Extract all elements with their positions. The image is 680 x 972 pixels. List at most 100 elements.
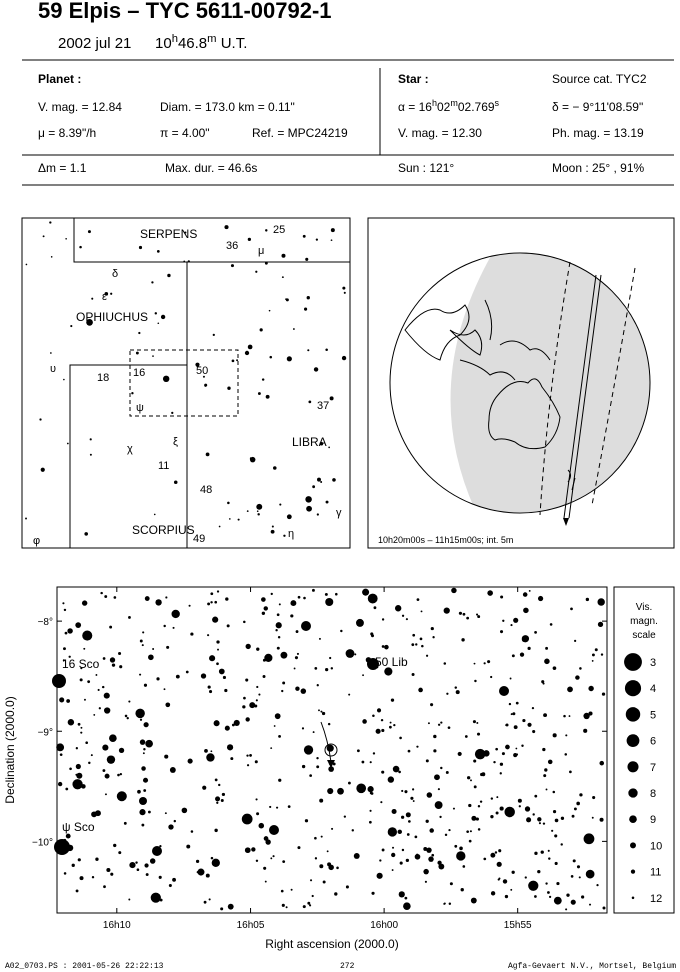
- star: [63, 378, 65, 381]
- star: [594, 648, 598, 652]
- star: [390, 698, 395, 702]
- star: [552, 666, 557, 670]
- star: [109, 734, 117, 743]
- star: [370, 632, 374, 636]
- star: [40, 467, 45, 472]
- star: [351, 829, 354, 832]
- star: [591, 653, 595, 657]
- star: [500, 630, 504, 634]
- star: [527, 646, 531, 650]
- star: [285, 298, 288, 301]
- bright-star: [54, 839, 70, 855]
- star: [110, 292, 113, 295]
- star: [226, 744, 234, 751]
- star: [208, 898, 211, 901]
- star: [264, 880, 267, 883]
- star: [468, 803, 472, 808]
- scale-dot: [628, 788, 638, 798]
- star: [135, 708, 145, 719]
- star: [426, 847, 432, 853]
- text-part: h: [432, 98, 437, 108]
- star: [104, 595, 108, 599]
- star: [242, 705, 246, 709]
- star: [183, 260, 186, 263]
- star: [270, 529, 275, 534]
- star: [281, 253, 286, 258]
- scale-label: 11: [650, 867, 661, 879]
- star: [583, 712, 590, 720]
- star: [592, 795, 596, 800]
- star: [369, 761, 372, 764]
- star: [446, 692, 449, 695]
- star: [452, 807, 455, 810]
- star: [276, 806, 279, 809]
- star: [269, 805, 272, 809]
- star: [526, 817, 532, 823]
- star: [410, 796, 414, 800]
- star: [317, 477, 321, 482]
- star: [578, 876, 581, 879]
- star: [391, 869, 394, 872]
- star: [475, 817, 479, 821]
- star: [75, 783, 81, 788]
- star: [454, 686, 458, 689]
- star: [496, 796, 499, 799]
- star: [542, 822, 546, 825]
- field-box: [129, 349, 239, 417]
- constellation-label: γ: [336, 507, 342, 519]
- star: [498, 849, 502, 853]
- star: [249, 754, 252, 757]
- star: [25, 263, 28, 266]
- star: [319, 864, 324, 869]
- star: [245, 717, 250, 722]
- star: [544, 768, 548, 772]
- star: [168, 824, 174, 830]
- star: [318, 709, 320, 712]
- y-tick-label: −9°: [38, 727, 53, 738]
- star: [602, 906, 606, 910]
- star: [554, 818, 559, 823]
- star: [394, 605, 402, 612]
- star: [166, 645, 170, 649]
- star: [171, 609, 180, 619]
- star: [303, 596, 306, 600]
- star: [490, 852, 496, 858]
- star: [563, 714, 566, 718]
- constellation-label: 36: [226, 240, 238, 252]
- star: [246, 764, 250, 767]
- star: [42, 235, 45, 238]
- star: [392, 765, 400, 773]
- star: [319, 798, 324, 803]
- star: [135, 351, 139, 355]
- star: [257, 392, 261, 395]
- star: [102, 657, 106, 660]
- star: [560, 816, 565, 820]
- star: [171, 411, 174, 415]
- star: [487, 590, 493, 596]
- star: [233, 719, 240, 726]
- star: [83, 647, 86, 650]
- field: Δm = 1.1: [38, 161, 87, 175]
- star: [84, 532, 89, 536]
- star: [505, 723, 509, 727]
- star: [391, 808, 397, 814]
- star: [451, 587, 457, 594]
- star: [556, 881, 560, 886]
- star: [139, 718, 143, 721]
- star: [167, 273, 171, 278]
- star: [311, 588, 315, 592]
- star: [214, 778, 218, 782]
- star: [532, 813, 535, 816]
- star: [367, 593, 378, 604]
- constellation-label: 37: [317, 400, 329, 412]
- star: [348, 781, 351, 785]
- detail-chart: Declination (2000.0) Right ascension (20…: [3, 586, 608, 951]
- star: [128, 616, 131, 619]
- asteroid-track: [320, 721, 332, 763]
- star: [412, 800, 415, 802]
- star: [337, 787, 344, 795]
- star: [504, 894, 509, 899]
- star: [290, 888, 293, 891]
- constellation-label: OPHIUCHUS: [76, 310, 148, 324]
- star: [601, 692, 606, 696]
